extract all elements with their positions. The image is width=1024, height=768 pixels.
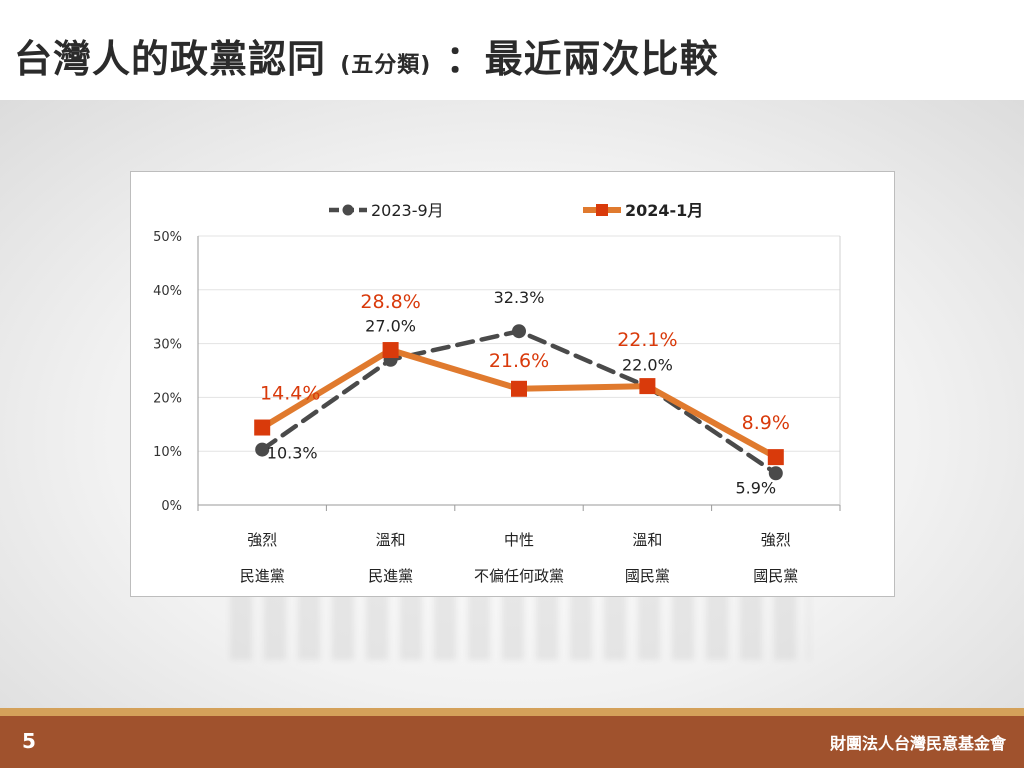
category-label: 強烈 — [247, 531, 277, 549]
data-label-2023-9: 32.3% — [494, 288, 545, 307]
marker-2024-1 — [511, 380, 527, 397]
data-label-2023-9: 22.0% — [622, 356, 673, 375]
title-bar: 台灣人的政黨認同 (五分類) ：最近兩次比較 — [0, 0, 1024, 100]
data-label-2023-9: 27.0% — [365, 317, 416, 336]
marker-2024-1 — [639, 378, 656, 395]
footer: 5 財團法人台灣民意基金會 — [0, 716, 1024, 768]
data-label-2024-1: 21.6% — [489, 350, 549, 372]
y-tick-label: 20% — [153, 391, 182, 406]
footer-stripe — [0, 708, 1024, 716]
category-label: 溫和 — [376, 531, 406, 549]
organization-name: 財團法人台灣民意基金會 — [829, 734, 1006, 753]
legend-label-2023-9: 2023-9月 — [371, 201, 444, 220]
category-label: 中性 — [504, 531, 534, 549]
category-label: 不偏任何政黨 — [474, 567, 564, 585]
legend-label-2024-1: 2024-1月 — [625, 201, 703, 220]
y-tick-label: 10% — [153, 445, 182, 460]
marker-2024-1 — [767, 449, 784, 466]
category-label: 強烈 — [761, 531, 791, 549]
marker-2023-9 — [512, 324, 526, 339]
page-title: 台灣人的政黨認同 (五分類) ：最近兩次比較 — [14, 28, 719, 83]
crowd-silhouette-image — [230, 590, 810, 660]
data-label-2024-1: 14.4% — [260, 383, 320, 405]
data-label-2024-1: 22.1% — [617, 329, 677, 351]
y-tick-label: 30% — [153, 338, 182, 353]
data-label-2024-1: 8.9% — [742, 412, 790, 434]
page-number: 5 — [22, 729, 36, 753]
legend-marker-2023-9 — [342, 204, 354, 216]
data-label-2023-9: 5.9% — [735, 478, 776, 497]
marker-2024-1 — [382, 342, 399, 359]
title-rest: ：最近兩次比較 — [445, 37, 719, 81]
marker-2023-9 — [768, 466, 783, 481]
category-label: 溫和 — [632, 531, 662, 549]
title-main: 台灣人的政黨認同 — [14, 37, 327, 81]
y-tick-label: 40% — [153, 284, 182, 299]
y-tick-label: 50% — [153, 230, 182, 245]
data-label-2023-9: 10.3% — [267, 444, 318, 463]
category-label: 民進黨 — [368, 567, 413, 585]
legend-marker-2024-1 — [596, 204, 608, 216]
chart-panel: 0% 10% 20% 30% 40% 50% 強烈民進黨 溫和民進黨 中性不偏任何政黨 溫和國民黨… — [130, 171, 895, 597]
marker-2024-1 — [254, 419, 271, 436]
title-sub: (五分類) — [340, 53, 432, 78]
marker-2023-9 — [255, 442, 270, 457]
category-label: 國民黨 — [625, 567, 670, 585]
category-label: 民進黨 — [240, 567, 285, 585]
y-tick-label: 0% — [161, 499, 182, 514]
category-label: 國民黨 — [753, 567, 798, 585]
data-label-2024-1: 28.8% — [360, 291, 420, 313]
